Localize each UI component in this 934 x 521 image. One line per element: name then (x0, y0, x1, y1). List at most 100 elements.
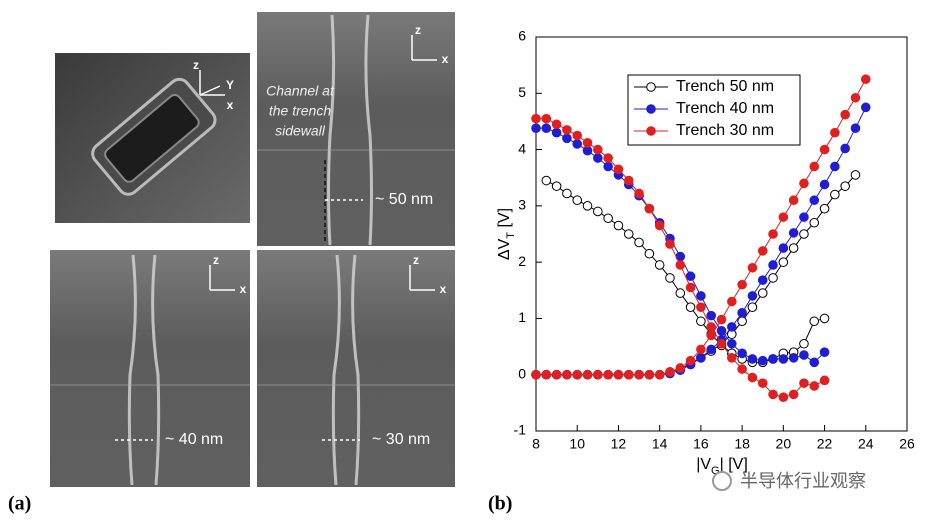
axis-glyph: zx (411, 23, 449, 66)
legend-marker (646, 126, 656, 136)
data-point (593, 153, 603, 163)
data-point (531, 123, 541, 133)
data-point (819, 313, 830, 324)
watermark: 半导体行业观察 (712, 471, 866, 491)
data-point (562, 125, 572, 135)
data-point (582, 138, 593, 148)
data-point (809, 381, 820, 391)
data-point (778, 392, 789, 403)
data-point (716, 338, 727, 349)
axis-glyph: zx (209, 253, 247, 296)
data-point (788, 353, 799, 363)
data-point (778, 243, 789, 253)
data-point (819, 347, 830, 358)
data-point (531, 113, 541, 124)
data-point (799, 378, 809, 388)
axis-letter: z (415, 23, 421, 37)
x-axis-label-part: G (711, 465, 720, 477)
sem-images (50, 12, 455, 487)
data-point (613, 164, 624, 175)
data-point (644, 248, 655, 259)
data-point (860, 102, 871, 113)
axis-letter: z (193, 58, 199, 72)
watermark-text: 半导体行业观察 (740, 471, 866, 491)
legend: Trench 50 nm Trench 40 nm Trench 30 nm (627, 74, 801, 146)
data-point (551, 127, 562, 138)
data-point (551, 369, 562, 380)
data-point (737, 308, 747, 318)
data-point (562, 133, 572, 144)
y-axis-label-part: T (505, 232, 517, 239)
data-point (675, 288, 686, 298)
sem-image (257, 12, 455, 246)
data-point (696, 344, 706, 355)
data-point (850, 170, 861, 180)
data-point (809, 195, 820, 206)
axis-glyph: z Yx (193, 58, 234, 112)
data-point (840, 181, 850, 191)
data-point (716, 314, 727, 325)
data-point (799, 178, 809, 189)
data-point (665, 273, 675, 283)
data-point (603, 213, 613, 224)
x-tick-label: 14 (652, 436, 668, 452)
x-tick-label: 8 (532, 436, 540, 452)
data-point (819, 144, 830, 155)
data-point (562, 369, 572, 380)
data-point (706, 344, 716, 355)
width-label: ~ 40 nm (165, 431, 223, 448)
data-point (799, 338, 809, 349)
data-point (768, 260, 778, 270)
data-point (809, 316, 820, 327)
data-point (541, 175, 552, 186)
data-point (778, 257, 789, 267)
data-point (623, 175, 634, 186)
axis-letter: z (213, 253, 219, 267)
data-point (603, 153, 613, 163)
data-point (809, 357, 820, 368)
data-point (747, 302, 758, 312)
data-point (572, 369, 583, 380)
y-tick-label: 4 (518, 140, 526, 156)
data-point (809, 161, 820, 172)
y-tick-label: 0 (518, 365, 526, 381)
data-point (644, 369, 655, 380)
axis-letter: x (442, 52, 449, 66)
panel-label: (a) (8, 493, 31, 515)
data-point (685, 302, 696, 312)
x-tick-label: 24 (858, 436, 874, 452)
data-point (727, 296, 737, 307)
legend-label: Trench 40 nm (676, 100, 774, 117)
data-point (685, 271, 696, 282)
sem-image (50, 250, 250, 487)
data-point (819, 203, 830, 214)
plot-frame (535, 36, 908, 432)
axis-letter: x (227, 98, 234, 112)
data-point (747, 291, 758, 301)
data-point (830, 161, 840, 172)
legend-label: Trench 50 nm (676, 78, 774, 95)
axis-arrow (199, 85, 221, 96)
y-tick-label: 2 (518, 253, 526, 269)
y-tick-label: 3 (518, 197, 526, 213)
data-point (737, 348, 747, 359)
data-point (582, 201, 593, 211)
data-point (850, 123, 861, 133)
data-point (593, 369, 603, 380)
x-tick-label: 12 (611, 436, 627, 452)
data-point (623, 229, 634, 239)
width-label: ~ 50 nm (375, 191, 433, 208)
data-point (593, 206, 603, 217)
data-point (850, 92, 861, 103)
data-point (654, 220, 665, 231)
data-point (737, 364, 747, 374)
axis-letter: x (240, 282, 247, 296)
data-point (562, 188, 572, 199)
y-tick-label: 6 (518, 28, 526, 44)
data-point (830, 127, 840, 138)
channel-streaks (127, 14, 373, 486)
data-point (809, 217, 820, 228)
data-point (541, 123, 552, 133)
